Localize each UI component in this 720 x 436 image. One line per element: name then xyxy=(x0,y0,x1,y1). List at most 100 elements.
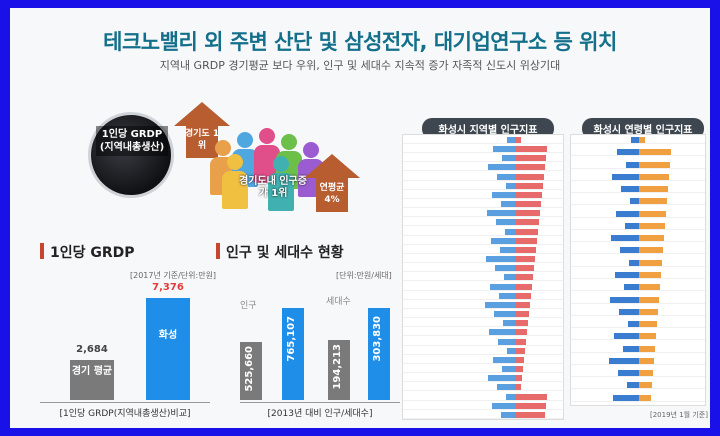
pop-note: [단위:만원/세대] xyxy=(336,271,392,280)
arrow-up-icon xyxy=(174,102,230,126)
table-row xyxy=(571,221,705,230)
person-icon xyxy=(268,156,294,211)
table-row xyxy=(403,135,563,144)
table-row xyxy=(403,254,563,264)
hh-2013-bar: 194,213 xyxy=(328,340,350,400)
row-bar-left xyxy=(494,311,515,318)
row-bar-left xyxy=(497,173,515,180)
section-marker xyxy=(40,243,44,259)
row-bar-left xyxy=(611,235,639,242)
pop-now-bar: 765,107 xyxy=(282,308,304,400)
row-bar-left xyxy=(620,247,639,254)
table-row xyxy=(571,393,705,402)
pop-label: 인구 xyxy=(240,301,257,311)
row-bar-right xyxy=(639,370,653,377)
row-bar-left xyxy=(490,283,515,290)
row-bar-left xyxy=(492,402,515,409)
row-bar-left xyxy=(506,393,515,400)
grdp-footer: [1인당 GRDP(지역내총생산)비교] xyxy=(40,402,210,419)
table-row xyxy=(403,263,563,273)
table-row xyxy=(403,217,563,227)
table-row xyxy=(403,181,563,190)
hh-2013-value: 194,213 xyxy=(332,344,343,390)
infographic-frame: 테크노밸리 외 주변 산단 및 삼성전자, 대기업연구소 등 위치 지역내 GR… xyxy=(10,8,710,428)
table-row xyxy=(403,300,563,309)
row-bar-left xyxy=(496,219,515,226)
row-bar-left xyxy=(507,137,515,143)
table-row xyxy=(403,144,563,154)
row-bar-right xyxy=(639,198,667,205)
row-bar-left xyxy=(499,292,515,299)
row-bar-right xyxy=(515,356,524,363)
row-bar-left xyxy=(504,274,515,281)
row-bar-left xyxy=(627,382,639,389)
row-bar-left xyxy=(502,155,515,162)
row-bar-right xyxy=(515,338,526,345)
arrow-up-icon xyxy=(304,154,360,178)
row-bar-right xyxy=(639,222,665,229)
table-row xyxy=(403,162,563,172)
table-row xyxy=(403,337,563,346)
row-bar-right xyxy=(639,321,657,328)
row-bar-right xyxy=(639,247,663,254)
pop-2013-value: 525,660 xyxy=(244,346,255,392)
table-row xyxy=(403,392,563,401)
row-bar-left xyxy=(618,370,639,377)
table-row xyxy=(571,331,705,341)
region-population-table xyxy=(402,134,564,420)
row-bar-right xyxy=(515,347,525,354)
table-row xyxy=(403,364,563,374)
table-row xyxy=(403,291,563,300)
row-bar-right xyxy=(515,164,545,171)
row-bar-left xyxy=(610,296,639,303)
row-bar-left xyxy=(495,265,515,272)
row-bar-right xyxy=(515,237,537,244)
row-bar-right xyxy=(639,308,658,315)
row-bar-right xyxy=(515,228,538,235)
table-row xyxy=(571,147,705,157)
table-row xyxy=(571,196,705,206)
table-row xyxy=(403,401,563,410)
people-caption: 경기도내 인구증가 1위 xyxy=(239,176,307,199)
hh-now-bar: 303,830 xyxy=(368,308,390,400)
table-row xyxy=(403,236,563,245)
pop-now-value: 765,107 xyxy=(286,316,297,362)
row-bar-left xyxy=(507,347,515,354)
table-row xyxy=(403,245,563,254)
table-row xyxy=(403,346,563,355)
table-row xyxy=(403,172,563,181)
arrow-body xyxy=(316,178,348,212)
row-bar-right xyxy=(515,210,540,217)
row-bar-left xyxy=(492,191,515,198)
coin-label: 1인당 GRDP (지역내총생산) xyxy=(96,126,168,156)
row-bar-right xyxy=(515,182,543,189)
table-row xyxy=(403,199,563,209)
row-bar-right xyxy=(515,311,529,318)
row-bar-left xyxy=(631,137,639,143)
row-bar-right xyxy=(515,329,527,336)
page-subtitle: 지역내 GRDP 경기평균 보다 우위, 인구 및 세대수 지속적 증가 자족적… xyxy=(159,59,561,72)
row-bar-left xyxy=(630,198,639,205)
table-row xyxy=(571,172,705,181)
grdp-avg-bar xyxy=(70,360,114,400)
grdp-hs-value: 7,376 xyxy=(152,282,184,293)
region-table-title: 화성시 지역별 인구지표 xyxy=(422,118,554,139)
table-row xyxy=(571,135,705,144)
row-bar-left xyxy=(617,149,639,156)
row-bar-right xyxy=(515,384,521,391)
row-bar-left xyxy=(626,161,639,168)
row-bar-right xyxy=(639,394,651,401)
table-row xyxy=(571,282,705,292)
table-row xyxy=(403,309,563,319)
table-row xyxy=(571,233,705,243)
age-table-title: 화성시 연령별 인구지표 xyxy=(582,118,704,139)
table-row xyxy=(403,272,563,282)
row-bar-right xyxy=(515,274,533,281)
table-row xyxy=(571,344,705,353)
row-bar-right xyxy=(639,345,655,352)
grdp-section-title: 1인당 GRDP xyxy=(50,245,135,261)
row-bar-right xyxy=(639,235,664,242)
table-row xyxy=(403,382,563,392)
row-bar-right xyxy=(515,393,547,400)
row-bar-right xyxy=(639,137,645,143)
